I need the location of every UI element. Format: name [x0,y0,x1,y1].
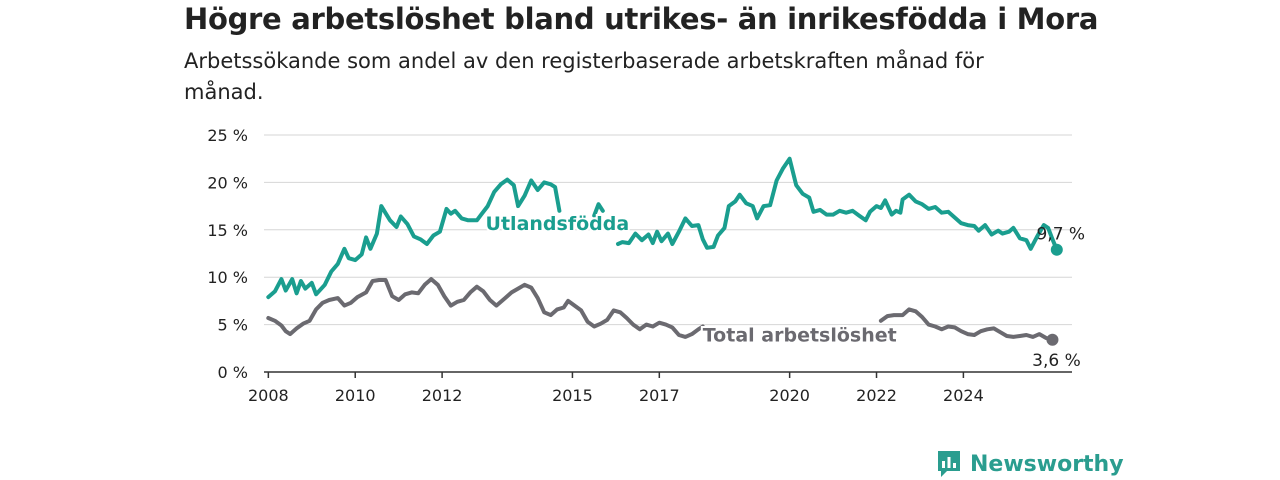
end-value-total: 3,6 % [1032,351,1081,371]
newsworthy-logo-icon [938,451,960,477]
x-tick-label: 2022 [856,386,897,405]
x-tick-label: 2008 [248,386,289,405]
series-line-utlandsfodda [592,202,605,218]
grid-lines [264,134,1072,326]
series-line-utlandsfodda [616,156,1059,252]
y-tick-label: 15 % [207,221,248,240]
y-tick-label: 0 % [218,363,248,382]
end-value-utlandsfodda: 9,7 % [1036,225,1085,245]
y-tick-label: 5 % [218,316,248,335]
x-tick-label: 2015 [552,386,593,405]
y-tick-label: 25 % [207,126,248,145]
series-lines [266,156,1063,346]
end-point-total [1046,333,1059,346]
series-label-utlandsfodda: Utlandsfödda [486,213,630,235]
newsworthy-logo: Newsworthy [936,448,1124,480]
y-tick-label: 10 % [207,268,248,287]
x-tick-label: 2010 [335,386,376,405]
series-labels: Utlandsfödda Total arbetslöshet 9,7 % 3,6 % [484,211,1086,371]
series-line-total [878,307,1055,342]
y-axis: 0 % 5 % 10 % 15 % 20 % 25 % [207,126,248,382]
x-axis: 2008 2010 2012 2015 2017 2020 2022 2024 [248,371,1072,405]
x-tick-label: 2017 [639,386,680,405]
x-tick-label: 2012 [422,386,463,405]
chart-subtitle: Arbetssökande som andel av den registerb… [184,49,984,104]
x-tick-label: 2020 [769,386,810,405]
series-label-total: Total arbetslöshet [703,325,897,347]
x-tick-label: 2024 [943,386,984,405]
series-line-total [266,277,705,339]
y-tick-label: 20 % [207,173,248,192]
end-point-utlandsfodda [1050,243,1063,256]
series-line-utlandsfodda [266,177,562,300]
brand-name: Newsworthy [970,451,1124,477]
chart-title: Högre arbetslöshet bland utrikes- än inr… [184,2,1099,36]
